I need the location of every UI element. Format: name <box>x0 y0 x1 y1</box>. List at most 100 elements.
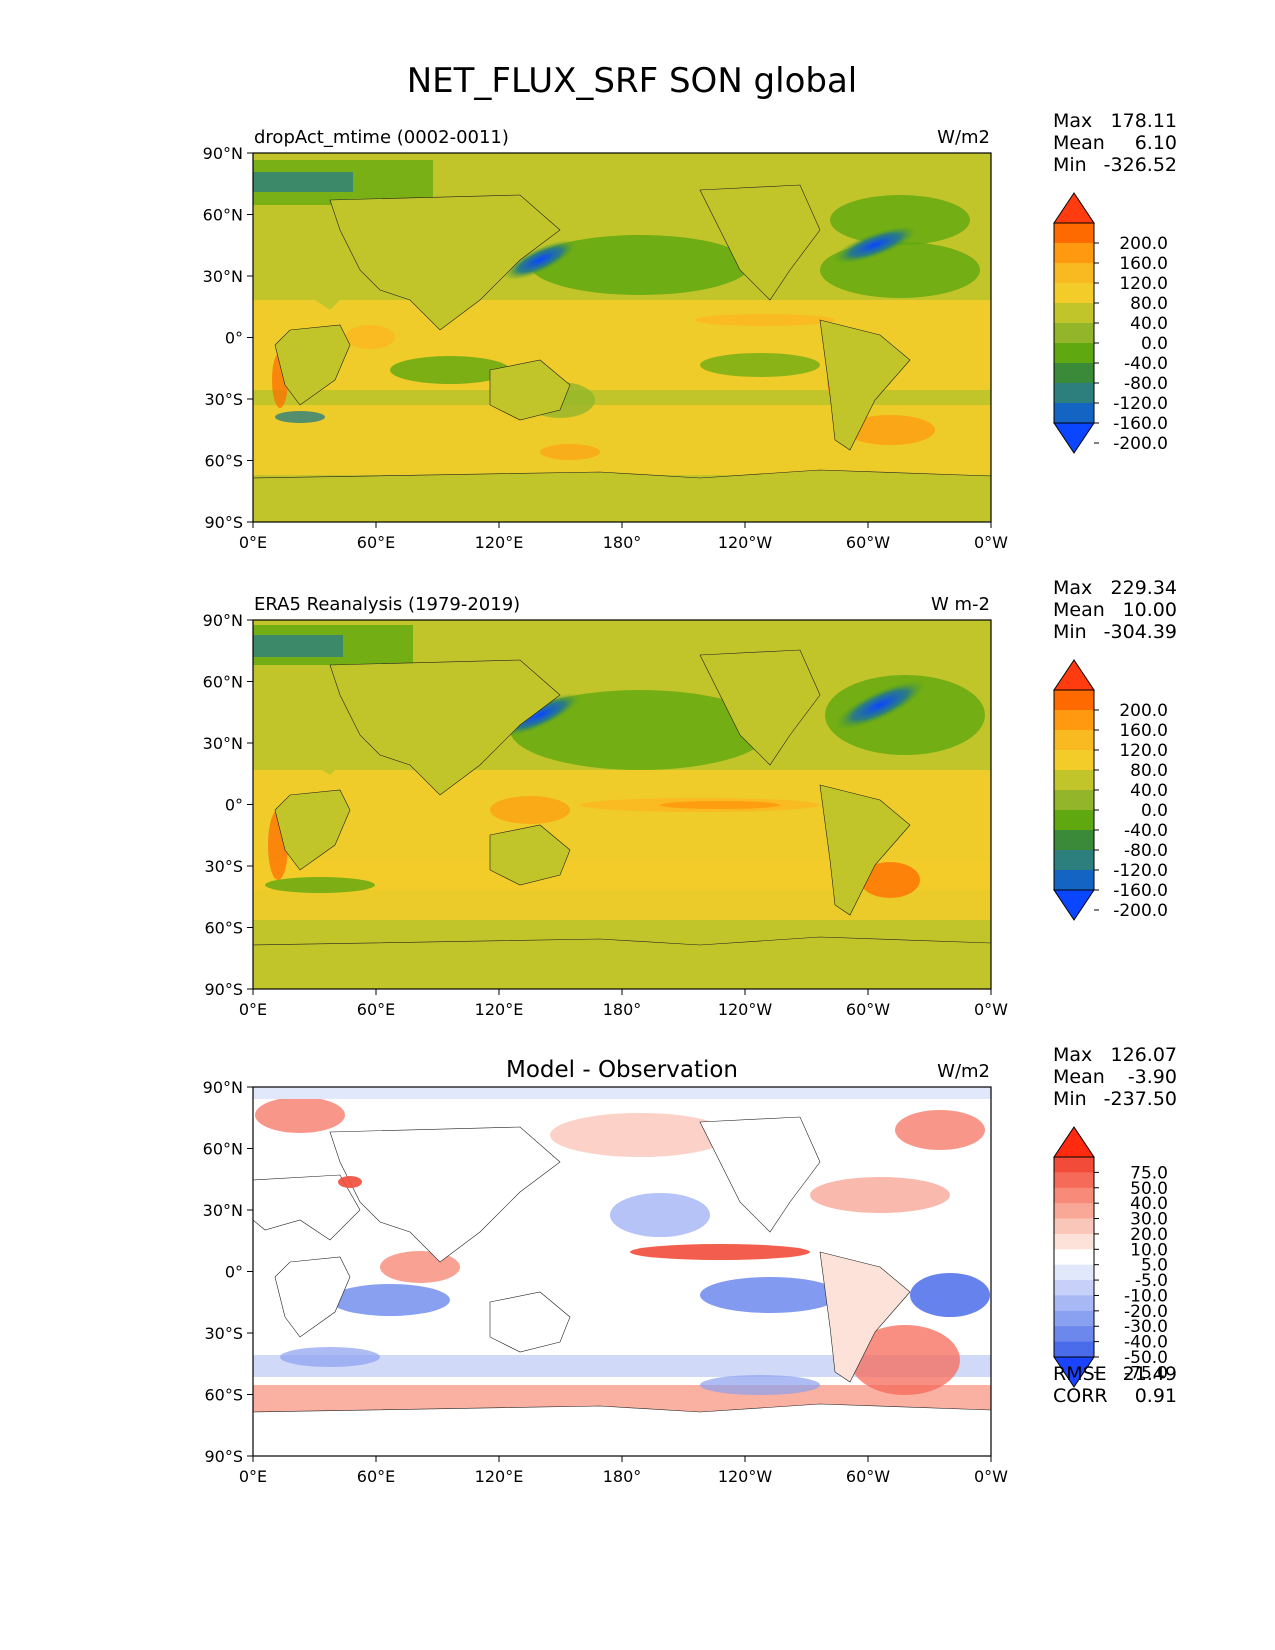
axis-ticks-layer: 0°E 60°E 120°E 180° 120°W 60°W 0°W 90°N 60°N 30°N… <box>203 144 1009 1486</box>
stat-label: Mean <box>1053 132 1105 154</box>
colorbar-swatch <box>1054 343 1094 364</box>
colorbar-label: 40.0 <box>1130 314 1168 334</box>
colorbar-extend-top <box>1053 1126 1095 1158</box>
y-tick-label: 30°S <box>204 1324 243 1343</box>
x-tick-label: 0°W <box>974 1467 1008 1486</box>
colorbar-label: 80.0 <box>1130 294 1168 314</box>
colorbar-swatch <box>1054 1157 1094 1173</box>
stat-value: 10.00 <box>1123 599 1177 621</box>
x-tick-label: 180° <box>603 1467 642 1486</box>
stat-label: Min <box>1053 1088 1087 1110</box>
colorbar-label: -20.0 <box>1124 1302 1168 1322</box>
colorbar-label: 0.0 <box>1141 801 1168 821</box>
colorbar-swatch <box>1054 1203 1094 1220</box>
y-tick-label: 30°N <box>203 1201 243 1220</box>
panel-observation <box>252 619 992 990</box>
stat-value: 126.07 <box>1111 1044 1177 1066</box>
colorbar-label: 120.0 <box>1119 274 1168 294</box>
colorbar-frame <box>1053 1156 1095 1358</box>
colorbar-swatch <box>1054 1280 1094 1296</box>
colorbar-label: -160.0 <box>1113 881 1168 901</box>
stat-value: 6.10 <box>1135 132 1177 154</box>
colorbar-swatch <box>1054 1172 1094 1189</box>
stat-value: 178.11 <box>1111 110 1177 132</box>
colorbar-swatch <box>1054 1326 1094 1343</box>
colorbar-swatch <box>1054 1310 1094 1327</box>
colorbar-swatch <box>1054 750 1094 771</box>
colorbar-label: 80.0 <box>1130 761 1168 781</box>
colorbar-label: -80.0 <box>1124 374 1168 394</box>
x-tick-label: 120°E <box>475 1000 524 1019</box>
x-tick-label: 120°E <box>475 533 524 552</box>
colorbar-extend-top <box>1053 659 1095 691</box>
colorbar-label: -200.0 <box>1113 434 1168 454</box>
colorbar-label: 160.0 <box>1119 721 1168 741</box>
colorbar-swatch <box>1054 770 1094 791</box>
colorbar-label: 0.0 <box>1141 334 1168 354</box>
panel-title: Model - Observation <box>506 1057 738 1083</box>
panel-title: dropAct_mtime (0002-0011) <box>254 127 509 148</box>
y-tick-label: 0° <box>225 1263 243 1282</box>
colorbar-label: 120.0 <box>1119 741 1168 761</box>
map-field-observation <box>253 620 991 989</box>
y-tick-label: 0° <box>225 329 243 348</box>
y-tick-label: 30°N <box>203 267 243 286</box>
colorbar-label: 10.0 <box>1130 1240 1168 1260</box>
x-tick-label: 120°E <box>475 1467 524 1486</box>
stat-label: Max <box>1053 1044 1092 1066</box>
colorbar-label: -30.0 <box>1124 1317 1168 1337</box>
x-tick-label: 0°E <box>239 1467 267 1486</box>
stat-label: RMSE <box>1053 1363 1107 1385</box>
colorbar-swatch <box>1054 1218 1094 1235</box>
colorbar-swatch <box>1054 1295 1094 1312</box>
x-tick-label: 60°E <box>357 533 395 552</box>
colorbar-swatch <box>1054 323 1094 344</box>
colorbar-label: -120.0 <box>1113 861 1168 881</box>
stat-value: -3.90 <box>1128 1066 1177 1088</box>
stat-label: Max <box>1053 577 1092 599</box>
colorbar-swatch <box>1054 790 1094 811</box>
y-tick-label: 60°N <box>203 673 243 692</box>
x-tick-label: 0°W <box>974 533 1008 552</box>
colorbar-extend-top <box>1053 192 1095 224</box>
units-label: W/m2 <box>937 127 990 148</box>
y-tick-label: 30°S <box>204 390 243 409</box>
colorbar-label: -40.0 <box>1124 821 1168 841</box>
x-tick-label: 0°E <box>239 533 267 552</box>
y-tick-label: 60°S <box>204 919 243 938</box>
colorbar-swatch <box>1054 830 1094 851</box>
y-tick-label: 0° <box>225 796 243 815</box>
colorbar-label: -200.0 <box>1113 901 1168 921</box>
colorbar-label: -160.0 <box>1113 414 1168 434</box>
colorbar-extend-bottom <box>1053 889 1095 921</box>
colorbar-label: -80.0 <box>1124 841 1168 861</box>
x-tick-label: 180° <box>603 1000 642 1019</box>
colorbar-swatch <box>1054 403 1094 424</box>
x-tick-label: 120°W <box>718 533 773 552</box>
y-tick-label: 30°S <box>204 857 243 876</box>
colorbar-label: -5.0 <box>1135 1271 1168 1291</box>
stat-label: CORR <box>1053 1385 1108 1407</box>
colorbar-label: 200.0 <box>1119 701 1168 721</box>
x-tick-label: 120°W <box>718 1000 773 1019</box>
stat-label: Min <box>1053 621 1087 643</box>
colorbar-swatch <box>1054 870 1094 891</box>
x-tick-label: 0°E <box>239 1000 267 1019</box>
colorbar-swatch <box>1054 690 1094 711</box>
colorbar-swatch <box>1054 243 1094 264</box>
y-tick-label: 90°S <box>204 1447 243 1466</box>
x-tick-label: 60°E <box>357 1467 395 1486</box>
colorbar-label: 40.0 <box>1130 781 1168 801</box>
colorbar-swatch <box>1054 263 1094 284</box>
colorbar-label: -50.0 <box>1124 1348 1168 1368</box>
map-field-difference <box>253 1087 991 1456</box>
colorbar-swatch <box>1054 710 1094 731</box>
y-tick-label: 60°S <box>204 1386 243 1405</box>
x-tick-label: 60°W <box>846 1467 890 1486</box>
colorbar-label: -10.0 <box>1124 1286 1168 1306</box>
colorbar-label: 5.0 <box>1141 1256 1168 1276</box>
y-tick-label: 90°S <box>204 513 243 532</box>
x-tick-label: 60°E <box>357 1000 395 1019</box>
x-tick-label: 60°W <box>846 1000 890 1019</box>
